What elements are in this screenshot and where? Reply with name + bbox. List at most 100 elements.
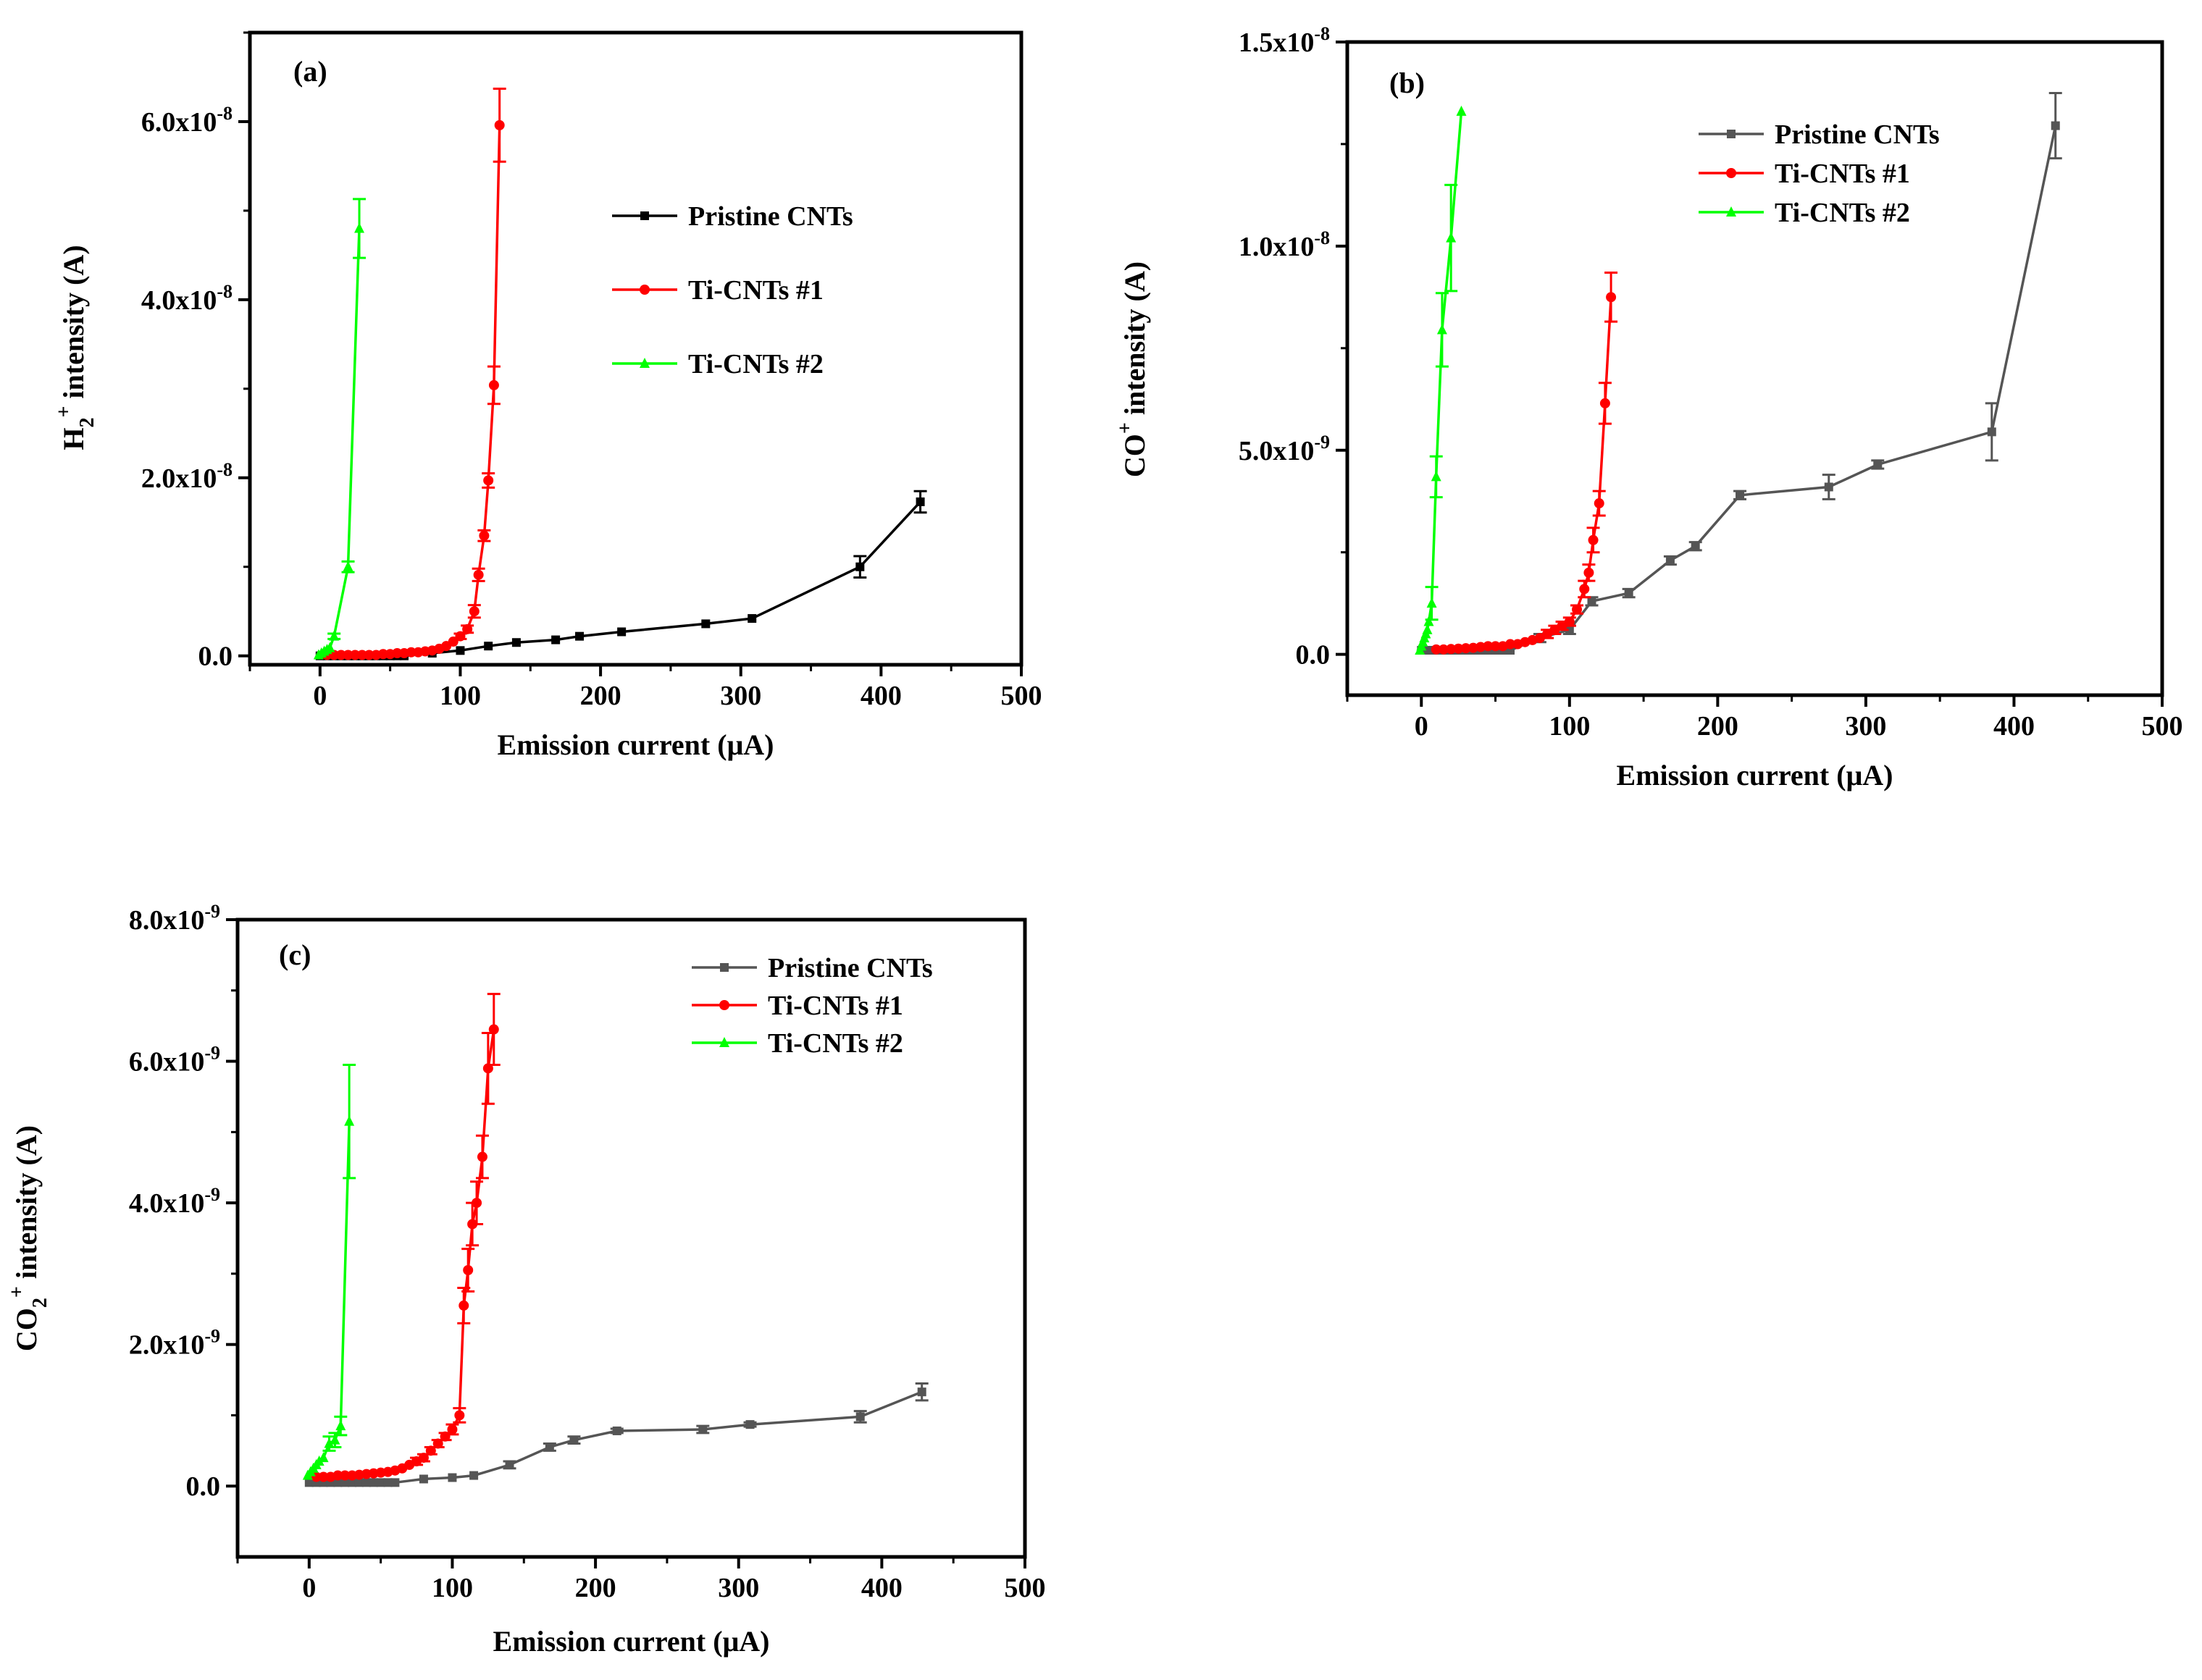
series-line: [317, 228, 361, 656]
y-tick-label: 1.5x10-8: [1239, 23, 1330, 58]
series-line: [1421, 125, 2057, 652]
data-point: [2051, 121, 2060, 130]
data-point: [1460, 643, 1471, 654]
panel-label: (a): [293, 55, 327, 88]
data-point: [448, 1473, 457, 1482]
legend-entry: Ti-CNTs #2: [768, 1028, 903, 1059]
x-tick-label: 500: [2142, 711, 2183, 742]
data-point: [304, 1478, 314, 1487]
data-point: [612, 1426, 621, 1435]
data-layer: [313, 87, 927, 660]
data-point: [469, 606, 480, 617]
legend-marker: [640, 358, 650, 368]
data-point: [325, 642, 335, 652]
data-point: [511, 638, 521, 647]
y-tick-label: 0.0: [186, 1471, 221, 1502]
data-point: [473, 569, 484, 580]
data-point: [479, 530, 490, 541]
data-point: [318, 1452, 329, 1463]
x-tick-label: 0: [313, 681, 327, 711]
plot-frame: [235, 917, 1027, 1559]
data-point: [324, 1437, 335, 1448]
data-point: [329, 630, 340, 641]
data-point: [390, 1478, 400, 1487]
data-point: [1624, 589, 1633, 598]
legend-marker: [719, 1000, 729, 1010]
x-tick-label: 500: [1001, 681, 1042, 711]
legend-entry: Ti-CNTs #1: [688, 275, 824, 306]
data-point: [377, 649, 388, 660]
data-point: [505, 1460, 514, 1469]
data-point: [1557, 621, 1567, 631]
x-axis-label: Emission current (μA): [1617, 759, 1893, 791]
data-point: [748, 614, 757, 623]
legend-entry: Pristine CNTs: [688, 201, 853, 232]
data-point: [488, 1024, 499, 1035]
data-point: [459, 1300, 469, 1311]
data-point: [1873, 460, 1883, 469]
data-point: [462, 623, 473, 634]
data-point: [1599, 398, 1610, 408]
legend-entry: Ti-CNTs #1: [768, 991, 903, 1021]
x-tick-label: 100: [432, 1573, 473, 1603]
data-point: [364, 650, 374, 660]
data-point: [1583, 567, 1594, 578]
chart-panel-1: 0 100 200 300 400 500 0.0 5.0x10-9 1.0x10-8 1.5x1…: [1114, 23, 2183, 791]
x-tick-label: 300: [718, 1573, 759, 1603]
data-point: [335, 1420, 346, 1431]
data-point: [483, 475, 494, 486]
data-point: [551, 635, 561, 644]
data-point: [469, 1471, 479, 1480]
data-point: [1456, 105, 1467, 116]
data-point: [1490, 641, 1501, 652]
data-point: [1588, 534, 1599, 545]
data-point: [419, 1474, 428, 1484]
x-axis-label: Emission current (μA): [498, 728, 774, 761]
data-point: [376, 1478, 385, 1487]
data-point: [916, 497, 925, 506]
series-line: [1418, 111, 1463, 651]
y-axis-label: CO+ intensity (A): [1114, 261, 1151, 477]
data-point: [354, 222, 365, 233]
data-point: [318, 1471, 329, 1482]
panel-label: (b): [1389, 67, 1425, 99]
y-axis-label: CO2+ intensity (A): [6, 1125, 51, 1351]
x-tick-label: 100: [440, 681, 481, 711]
panel-label: (c): [279, 938, 311, 971]
data-point: [575, 631, 585, 641]
x-tick-label: 0: [302, 1573, 316, 1603]
data-point: [1534, 633, 1545, 644]
data-point: [350, 650, 361, 660]
data-point: [1426, 597, 1437, 608]
data-point: [354, 1478, 364, 1487]
series-line: [306, 1121, 351, 1477]
data-point: [447, 1424, 458, 1435]
data-point: [1505, 639, 1515, 650]
data-point: [477, 1151, 487, 1162]
data-point: [348, 1478, 357, 1487]
data-point: [344, 1115, 355, 1126]
data-point: [454, 1410, 465, 1421]
data-point: [698, 1425, 708, 1434]
data-point: [1691, 542, 1700, 551]
data-point: [1436, 324, 1447, 335]
series-ti1: [1431, 272, 1618, 655]
legend-marker: [1726, 168, 1736, 178]
legend-marker: [1727, 130, 1736, 138]
data-point: [917, 1387, 926, 1397]
data-point: [745, 1420, 755, 1429]
data-point: [1549, 624, 1560, 635]
legend: Pristine CNTs Ti-CNTs #1 Ti-CNTs #2: [692, 953, 933, 1059]
data-point: [617, 627, 627, 637]
data-point: [701, 619, 711, 629]
series-ti1: [322, 87, 506, 660]
legend-marker: [720, 963, 729, 972]
x-axis-label: Emission current (μA): [493, 1625, 770, 1658]
data-point: [855, 562, 865, 571]
series-pristine-a: [315, 490, 927, 660]
data-point: [463, 1265, 474, 1275]
data-point: [1424, 645, 1433, 655]
series-ti2: [1415, 105, 1467, 655]
data-point: [1431, 644, 1441, 655]
